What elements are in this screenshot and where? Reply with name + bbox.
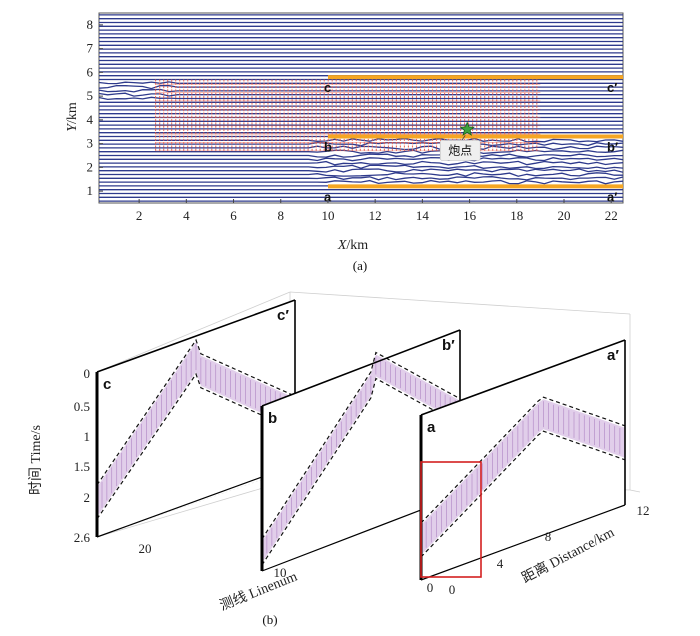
panel-label-start: b: [268, 410, 277, 427]
receiver-line: [99, 168, 624, 173]
profile-label-start: a: [324, 189, 332, 204]
panel-label-end: a′: [607, 347, 619, 364]
panel-label-end: b′: [442, 337, 455, 354]
panel-face: [97, 300, 295, 537]
receiver-line: [99, 156, 624, 162]
y-tick-label: 6: [87, 64, 94, 79]
caption-a: (a): [353, 258, 367, 273]
linenum-tick-label: 10: [274, 565, 287, 580]
x-tick-label: 10: [321, 208, 334, 223]
box-edge: [629, 489, 641, 493]
time-tick-label: 1.5: [74, 459, 90, 474]
y-tick-label: 2: [87, 159, 94, 174]
x-axis-label: X/km: [337, 238, 368, 253]
profile-lines: a a′ b b′ c c′: [324, 75, 623, 204]
receiver-line: [99, 179, 624, 185]
distance-tick-label: 0: [449, 582, 456, 597]
linenum-axis-label: 测线 Linenum: [217, 568, 299, 614]
acquisition-map: a a′b b′c c′ 炮点 2 4 6 8 10 12 14 16 18 20 22 12345678…: [65, 12, 624, 273]
receiver-line: [98, 92, 623, 97]
receiver-line: [99, 137, 624, 143]
time-tick-label: 2: [84, 490, 91, 505]
gather-panel-b: b b′: [260, 329, 461, 572]
x-tick-label: 12: [369, 208, 382, 223]
star-icon: [459, 121, 475, 136]
highlight-box: [420, 461, 482, 578]
x-tick-label: 2: [136, 208, 143, 223]
envelope-lower: [420, 430, 626, 558]
receiver-line: [98, 88, 623, 93]
y-tick-label: 1: [87, 183, 94, 198]
distance-tick-label: 12: [637, 503, 650, 518]
receiver-line: [98, 96, 623, 101]
shot-point-label: 炮点: [448, 143, 472, 157]
seismic-band: [421, 399, 625, 555]
y-tick-label: 4: [87, 112, 94, 127]
y-tick-label: 5: [87, 88, 94, 103]
receiver-line: [99, 164, 624, 170]
distance-tick-label: 8: [545, 529, 552, 544]
profile-label-end: c′: [607, 80, 617, 95]
receiver-line: [99, 153, 623, 158]
linenum-tick-label: 0: [427, 580, 434, 595]
profile-label-start: c: [324, 80, 331, 95]
time-tick-label: 2.6: [74, 530, 91, 545]
y-tick-label: 3: [87, 136, 94, 151]
panel-top-edge: [96, 299, 296, 373]
gather-panels: c c′ b b′ a a′: [95, 299, 626, 581]
receiver-line: [99, 141, 624, 147]
envelope-lower: [96, 372, 296, 520]
distance-tick-label: 4: [497, 556, 504, 571]
box-edge: [96, 291, 291, 373]
y-tick-label: 8: [87, 17, 94, 32]
time-tick-label: 1: [84, 429, 91, 444]
linenum-tick-label: 20: [139, 541, 152, 556]
profile-label-start: b: [324, 140, 332, 155]
time-tick-label: 0.5: [74, 399, 90, 414]
panel-bottom-edge: [420, 504, 626, 581]
receiver-line: [98, 84, 623, 90]
x-tick-label: 4: [183, 208, 190, 223]
receiver-line: [99, 172, 623, 177]
box-edge: [289, 291, 631, 315]
y-axis-label: Y/km: [65, 102, 80, 132]
x-tick-label: 6: [230, 208, 237, 223]
x-tick-label: 22: [605, 208, 618, 223]
x-tick-label: 14: [416, 208, 430, 223]
y-axis-ticks: 1 2 3 4 5 6 7 8: [87, 17, 103, 198]
receiver-line: [98, 81, 623, 85]
panel-top-edge: [420, 339, 626, 416]
x-tick-label: 16: [463, 208, 477, 223]
x-tick-label: 18: [510, 208, 523, 223]
x-axis-ticks: 2 4 6 8 10 12 14 16 18 20 22: [136, 199, 618, 223]
panel-label-end: c′: [277, 307, 289, 324]
box-edge: [96, 479, 291, 538]
panel-label-start: a: [427, 419, 436, 436]
time-axis-label: 时间 Time/s: [28, 425, 44, 495]
shot-point: 炮点: [439, 121, 481, 161]
shot-callout-box: [439, 140, 481, 161]
x-tick-label: 8: [277, 208, 284, 223]
gather-panel-a: a a′: [419, 339, 626, 581]
time-tick-label: 0: [84, 366, 91, 381]
x-tick-label: 20: [557, 208, 570, 223]
envelope-upper: [96, 338, 296, 486]
panel-label-start: c: [103, 376, 111, 393]
y-tick-label: 7: [87, 41, 94, 56]
envelope-upper: [420, 396, 626, 524]
receiver-line: [99, 176, 624, 181]
panel-top-edge: [261, 329, 461, 407]
profile-label-end: a′: [607, 189, 617, 204]
profile-label-end: b′: [607, 140, 618, 155]
caption-b: (b): [262, 612, 277, 627]
receiver-line: [99, 160, 624, 166]
panel-face: [421, 340, 625, 580]
receiver-line: [99, 145, 624, 151]
